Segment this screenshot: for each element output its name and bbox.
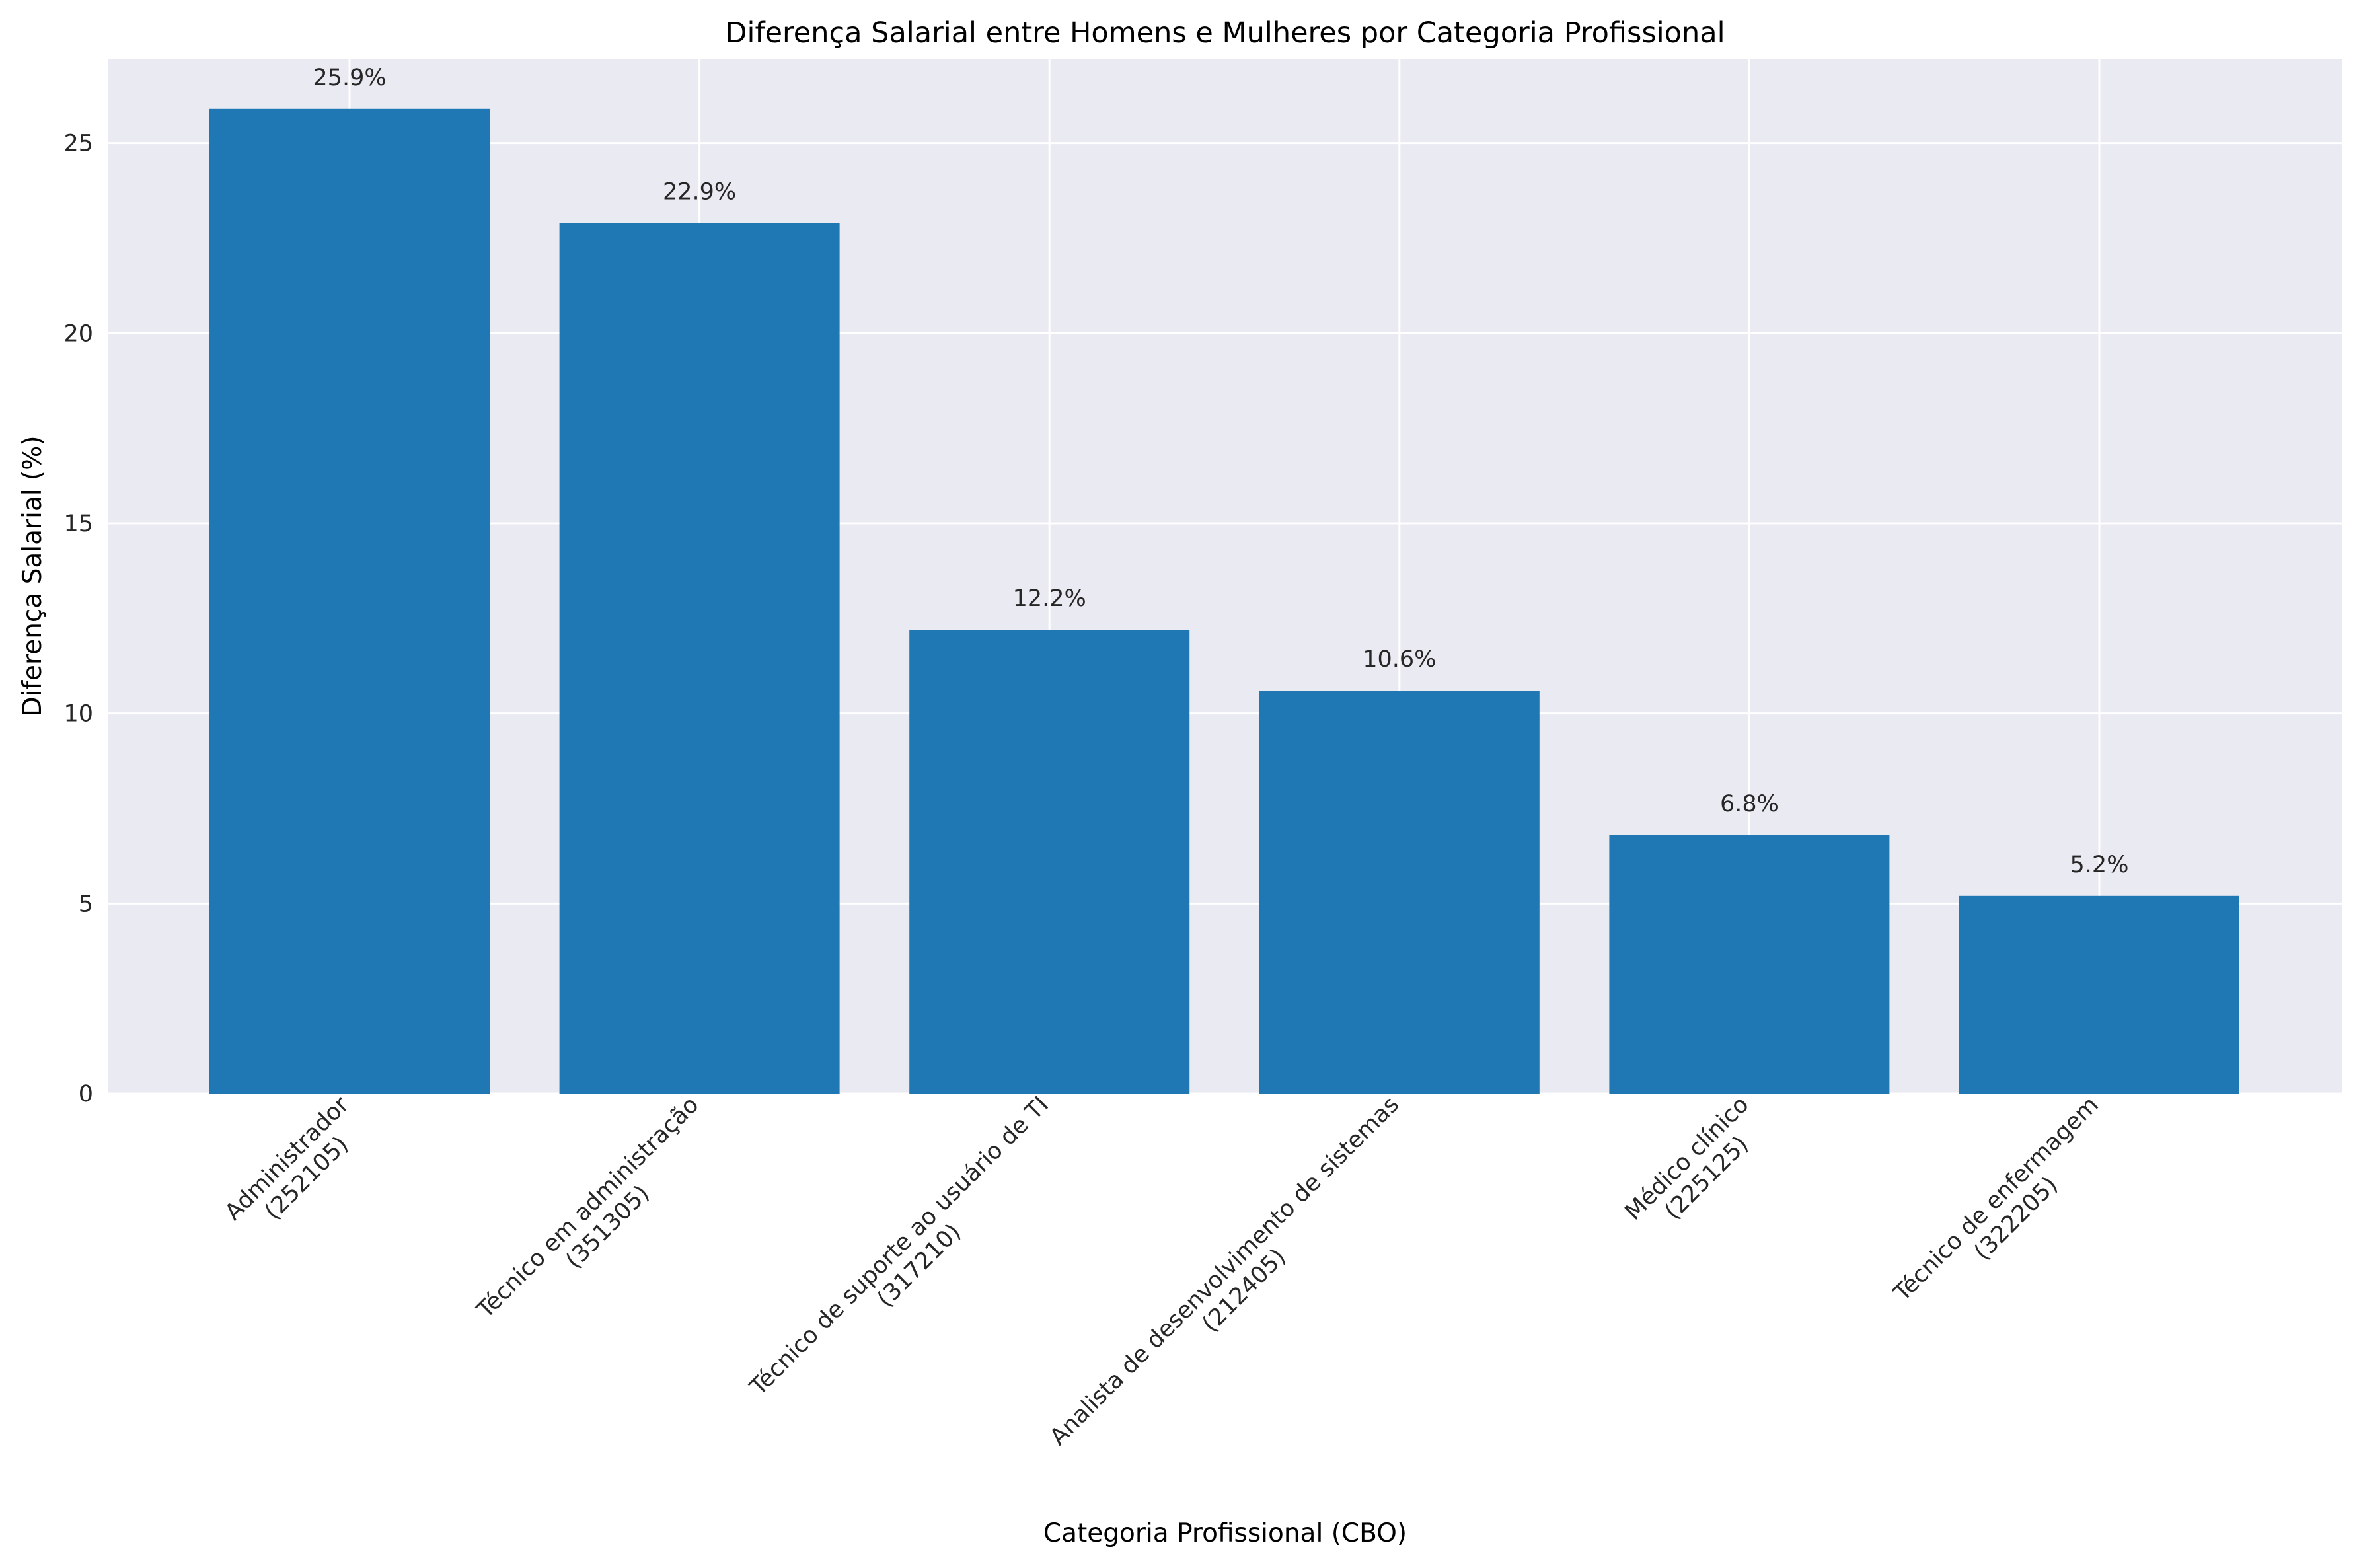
- data-label: 22.9%: [663, 178, 736, 205]
- x-tick-label: Analista de desenvolvimento de sistemas(…: [1045, 1092, 1404, 1450]
- data-label: 25.9%: [313, 65, 386, 91]
- x-axis-ticks: Administrador(252105) Técnico em administ…: [220, 1092, 2104, 1451]
- y-tick-label: 15: [63, 511, 93, 537]
- y-axis-label: Diferença Salarial (%): [18, 435, 48, 716]
- y-tick-label: 25: [63, 131, 93, 157]
- data-label: 12.2%: [1013, 585, 1086, 612]
- x-axis-label: Categoria Profissional (CBO): [1043, 1518, 1407, 1548]
- x-tick-label-line: Analista de desenvolvimento de sistemas: [1045, 1092, 1404, 1450]
- y-tick-label: 0: [79, 1081, 93, 1107]
- x-tick-label-line: Técnico de enfermagem: [1889, 1092, 2104, 1307]
- bar: [1609, 835, 1890, 1094]
- data-label: 6.8%: [1720, 791, 1779, 817]
- y-tick-label: 5: [79, 891, 93, 917]
- x-tick-label: Administrador(252105): [220, 1092, 354, 1226]
- data-label: 5.2%: [2070, 852, 2129, 878]
- x-tick-label: Técnico de enfermagem(322205): [1889, 1092, 2104, 1307]
- x-tick-label-line: Técnico em administração: [472, 1092, 704, 1324]
- y-axis-ticks: 0 5 10 15 20 25: [63, 131, 93, 1107]
- y-tick-label: 10: [63, 701, 93, 728]
- x-tick-label-line: Técnico de suporte ao usuário de TI: [745, 1092, 1054, 1401]
- y-tick-label: 20: [63, 320, 93, 347]
- bar: [1959, 895, 2239, 1094]
- data-labels: 25.9% 22.9% 12.2% 10.6% 6.8% 5.2%: [313, 65, 2128, 878]
- bar: [209, 108, 490, 1094]
- bar: [909, 630, 1190, 1094]
- x-tick-label: Médico clínico(225125): [1620, 1092, 1754, 1226]
- x-tick-label: Técnico de suporte ao usuário de TI(3172…: [745, 1092, 1054, 1401]
- x-tick-label: Técnico em administração(351305): [472, 1092, 704, 1324]
- data-label: 10.6%: [1363, 646, 1436, 673]
- bar: [1259, 691, 1540, 1094]
- bars: [209, 108, 2239, 1094]
- bar: [559, 223, 840, 1094]
- chart-title: Diferença Salarial entre Homens e Mulher…: [725, 17, 1725, 50]
